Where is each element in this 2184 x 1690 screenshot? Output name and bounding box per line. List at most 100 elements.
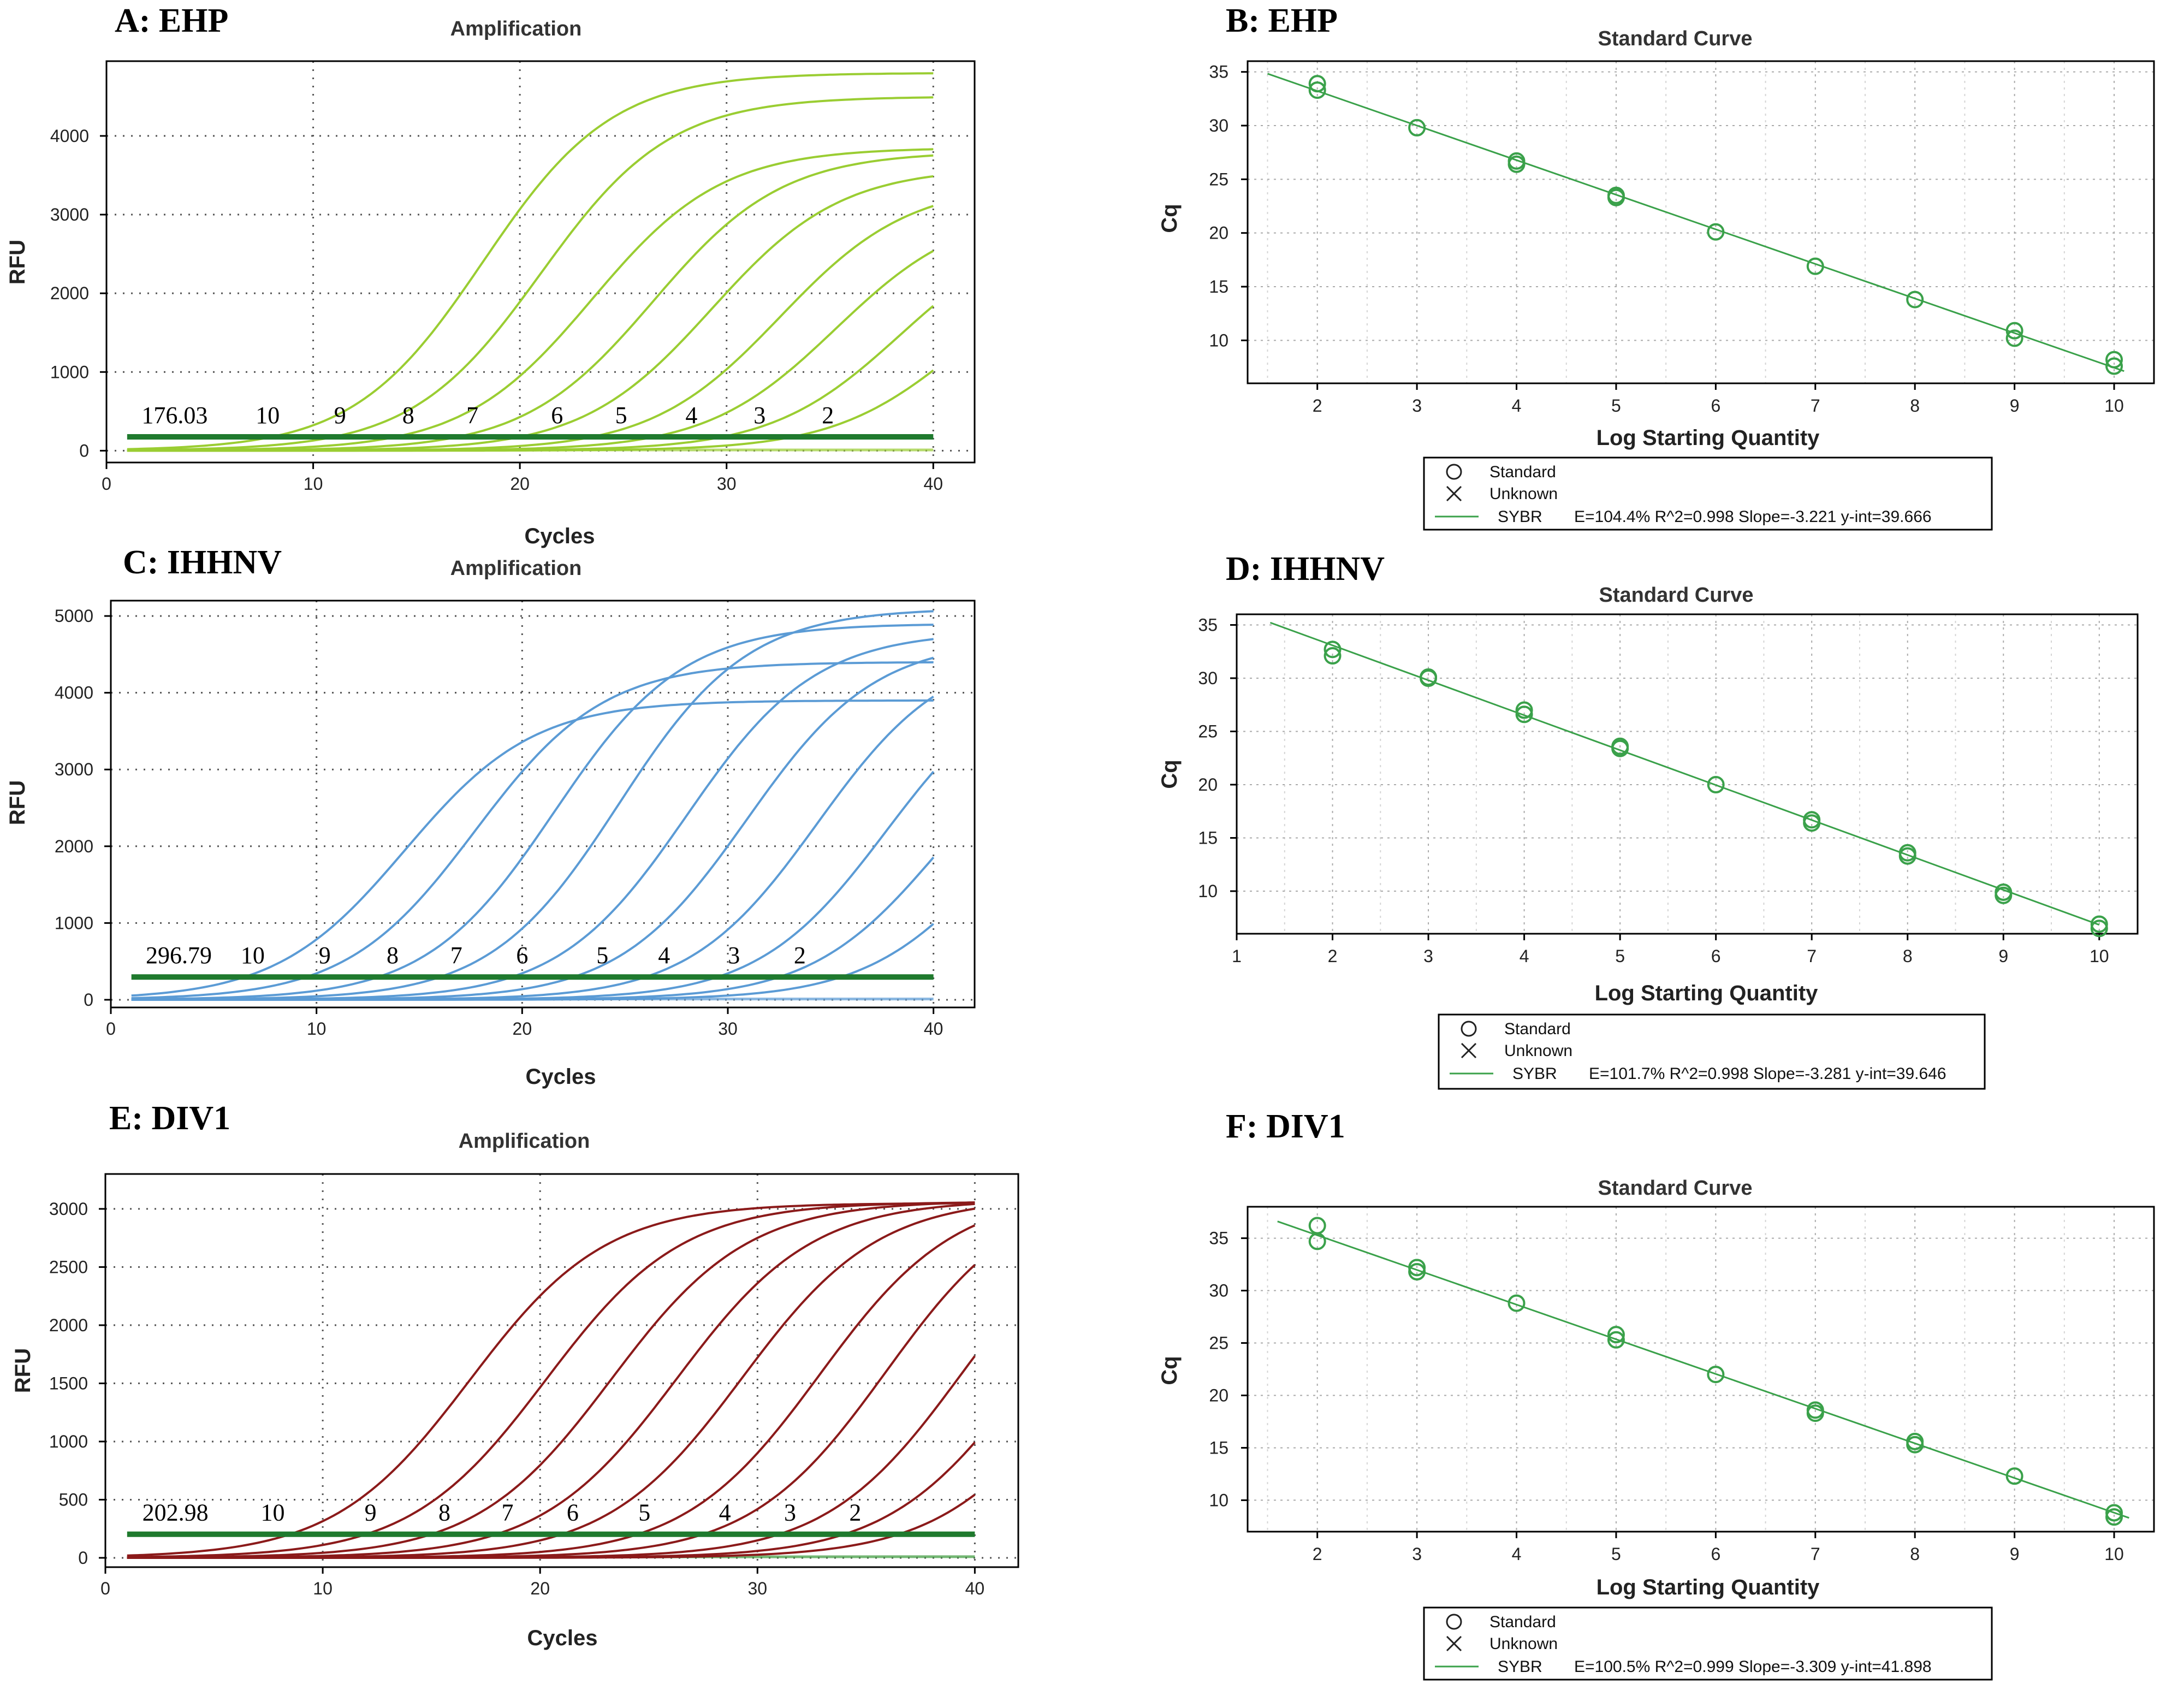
x-tick-label: 0 — [102, 474, 111, 494]
x-tick-label: 7 — [1811, 1544, 1820, 1564]
standard-point — [1611, 739, 1629, 757]
x-tick-label: 0 — [106, 1019, 116, 1039]
curve-label: 6 — [551, 402, 563, 429]
x-tick-label: 4 — [1512, 396, 1522, 416]
legend-circle-icon — [1446, 464, 1462, 480]
legend-circle-icon — [1461, 1021, 1477, 1037]
legend-circle-icon — [1446, 1614, 1462, 1630]
amplification-curve — [127, 250, 934, 452]
panel-label: D: IHHNV — [1226, 550, 1385, 588]
x-tick-label: 7 — [1811, 396, 1820, 416]
chart-title: Standard Curve — [1598, 1177, 1753, 1200]
amplification-curves — [127, 1201, 976, 1559]
standard-point — [2105, 357, 2123, 375]
y-tick-label: 35 — [1209, 62, 1228, 82]
panel-a: A: EHP Amplification 0 10 20 30 40 0 1000 2000 300… — [5, 2, 976, 548]
legend-sybr: SYBR — [1498, 1658, 1542, 1676]
curve-label: 10 — [261, 1499, 285, 1526]
y-tick-label: 2000 — [50, 283, 89, 303]
standard-point — [1906, 290, 1924, 309]
panel-label: B: EHP — [1226, 2, 1338, 39]
y-tick-label: 4000 — [55, 683, 93, 703]
x-axis-title: Log Starting Quantity — [1595, 981, 1819, 1005]
standard-point — [1607, 188, 1625, 206]
x-tick-label: 40 — [965, 1579, 985, 1598]
x-tick-label: 2 — [1328, 946, 1338, 966]
x-tick-label: 0 — [100, 1579, 110, 1598]
x-tick-label: 7 — [1807, 946, 1817, 966]
curve-label: 5 — [638, 1499, 650, 1526]
curve-label: 5 — [596, 942, 608, 969]
curve-label: 3 — [728, 942, 740, 969]
y-tick-label: 4000 — [50, 126, 89, 146]
curve-label: 9 — [319, 942, 331, 969]
x-tick-label: 3 — [1423, 946, 1433, 966]
panel-f: F: DIV1 Standard Curve 2 3 4 5 6 7 8 9 10 10 15 20 25 3… — [1158, 1108, 2155, 1681]
standard-point — [1707, 776, 1725, 793]
y-axis-title: Cq — [1158, 1356, 1182, 1385]
plot-frame — [105, 60, 976, 464]
y-tick-label: 0 — [79, 441, 89, 460]
amplification-curve — [127, 1201, 975, 1559]
x-tick-label: 30 — [747, 1579, 767, 1598]
chart-title: Amplification — [450, 557, 582, 580]
x-tick-label: 4 — [1520, 946, 1529, 966]
y-axis-title: RFU — [5, 780, 29, 825]
curve-label: 7 — [450, 942, 462, 969]
standard-point — [1898, 847, 1916, 865]
legend-box — [1423, 456, 1993, 531]
y-tick-label: 0 — [78, 1548, 88, 1568]
standard-point — [2005, 1467, 2023, 1485]
x-tick-label: 5 — [1611, 1544, 1621, 1564]
amplification-curve — [131, 699, 934, 997]
standard-point — [1324, 641, 1342, 659]
legend-unknown: Unknown — [1489, 1635, 1558, 1653]
amplification-curve — [131, 624, 934, 1000]
amplification-curve — [127, 154, 934, 452]
x-tick-label: 2 — [1313, 396, 1322, 416]
standard-point — [1906, 1436, 1924, 1454]
panel-c: C: IHHNV Amplification 0 10 20 30 40 0 1000 2000 3… — [5, 544, 976, 1089]
amplification-curve — [127, 1202, 975, 1559]
y-axis-title: Cq — [1158, 204, 1182, 233]
y-tick-label: 20 — [1209, 223, 1228, 243]
plot-frame — [1247, 60, 2155, 384]
x-tick-label: 40 — [923, 474, 943, 494]
curve-label: 8 — [402, 402, 414, 429]
x-tick-label: 3 — [1412, 1544, 1422, 1564]
y-tick-label: 2000 — [55, 837, 93, 856]
standard-point — [1806, 257, 1824, 275]
standard-point — [2105, 351, 2123, 369]
curve-label: 4 — [719, 1499, 731, 1526]
x-tick-label: 20 — [513, 1019, 532, 1039]
x-tick-label: 20 — [510, 474, 530, 494]
legend-cross-icon — [1446, 485, 1462, 502]
legend-cross-icon — [1446, 1635, 1462, 1652]
x-axis-title: Log Starting Quantity — [1597, 426, 1820, 450]
legend-sybr: SYBR — [1498, 508, 1542, 526]
standard-point — [1308, 75, 1326, 93]
y-tick-label: 30 — [1209, 116, 1228, 135]
x-tick-label: 6 — [1711, 946, 1721, 966]
legend-box — [1423, 1606, 1993, 1681]
threshold-label: 176.03 — [141, 402, 207, 429]
standard-point — [1408, 1263, 1426, 1280]
y-tick-label: 2500 — [49, 1257, 88, 1277]
standard-point — [1515, 705, 1533, 724]
panel-label: C: IHHNV — [123, 544, 282, 581]
y-tick-label: 25 — [1198, 722, 1218, 742]
curve-label: 10 — [256, 402, 280, 429]
curve-label: 8 — [387, 942, 399, 969]
y-tick-label: 30 — [1198, 668, 1218, 688]
legend-stats: E=104.4% R^2=0.998 Slope=-3.221 y-int=39… — [1574, 508, 1932, 526]
x-axis-title: Cycles — [527, 1626, 598, 1650]
y-tick-label: 30 — [1209, 1281, 1228, 1301]
y-tick-label: 10 — [1209, 330, 1228, 350]
y-tick-label: 10 — [1198, 881, 1218, 901]
x-tick-label: 1 — [1232, 946, 1242, 966]
standard-point — [1508, 155, 1526, 173]
y-tick-label: 25 — [1209, 169, 1228, 189]
curve-label: 3 — [784, 1499, 796, 1526]
curve-label: 3 — [753, 402, 765, 429]
x-tick-label: 2 — [1313, 1544, 1322, 1564]
